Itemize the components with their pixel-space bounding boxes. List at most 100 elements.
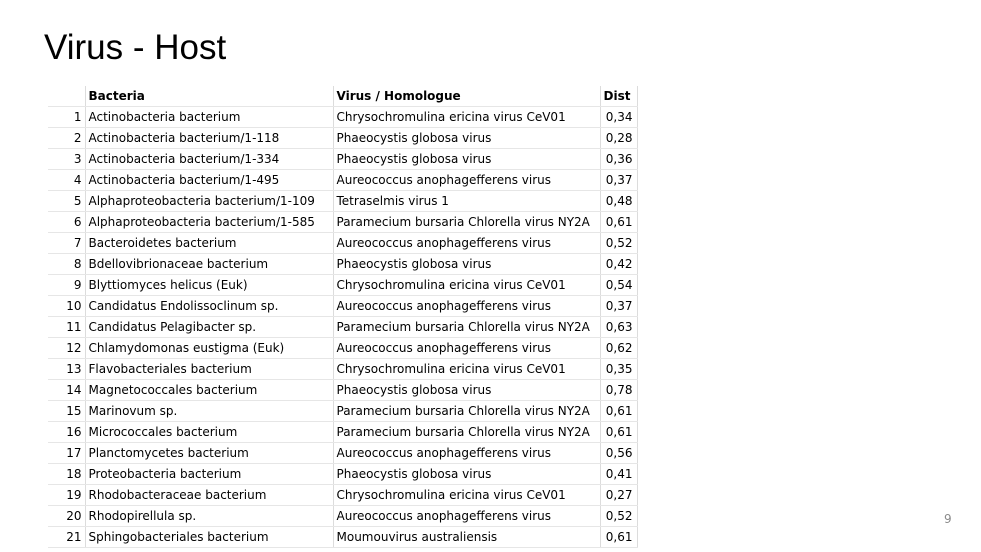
row-dist: 0,61 bbox=[600, 421, 638, 443]
header-bacteria: Bacteria bbox=[85, 86, 334, 107]
row-bacteria: Blyttiomyces helicus (Euk) bbox=[85, 274, 334, 296]
row-index: 4 bbox=[48, 169, 86, 191]
row-bacteria: Candidatus Endolissoclinum sp. bbox=[85, 295, 334, 317]
row-dist: 0,52 bbox=[600, 232, 638, 254]
slide-title: Virus - Host bbox=[44, 28, 227, 67]
row-virus: Paramecium bursaria Chlorella virus NY2A bbox=[333, 400, 601, 422]
row-virus: Phaeocystis globosa virus bbox=[333, 379, 601, 401]
table-row: 5 Alphaproteobacteria bacterium/1-109 Tetr… bbox=[48, 190, 638, 212]
row-bacteria: Proteobacteria bacterium bbox=[85, 463, 334, 485]
table-row: 18 Proteobacteria bacterium Phaeocystis gl… bbox=[48, 463, 638, 485]
row-virus: Phaeocystis globosa virus bbox=[333, 127, 601, 149]
row-index: 15 bbox=[48, 400, 86, 422]
table-row: 6 Alphaproteobacteria bacterium/1-585 Para… bbox=[48, 211, 638, 233]
row-index: 8 bbox=[48, 253, 86, 275]
table-row: 19 Rhodobacteraceae bacterium Chrysochromu… bbox=[48, 484, 638, 506]
row-index: 1 bbox=[48, 106, 86, 128]
row-bacteria: Bdellovibrionaceae bacterium bbox=[85, 253, 334, 275]
row-bacteria: Actinobacteria bacterium/1-334 bbox=[85, 148, 334, 170]
row-virus: Phaeocystis globosa virus bbox=[333, 253, 601, 275]
table-row: 20 Rhodopirellula sp. Aureococcus anophage… bbox=[48, 505, 638, 527]
row-bacteria: Marinovum sp. bbox=[85, 400, 334, 422]
table-row: 21 Sphingobacteriales bacterium Moumouviru… bbox=[48, 526, 638, 548]
row-dist: 0,42 bbox=[600, 253, 638, 275]
row-dist: 0,78 bbox=[600, 379, 638, 401]
row-virus: Paramecium bursaria Chlorella virus NY2A bbox=[333, 211, 601, 233]
row-dist: 0,61 bbox=[600, 211, 638, 233]
row-virus: Chrysochromulina ericina virus CeV01 bbox=[333, 274, 601, 296]
table-row: 7 Bacteroidetes bacterium Aureococcus anop… bbox=[48, 232, 638, 254]
virus-host-table: Bacteria Virus / Homologue Dist 1 Actinob… bbox=[48, 86, 638, 548]
table-row: 8 Bdellovibrionaceae bacterium Phaeocystis… bbox=[48, 253, 638, 275]
row-virus: Aureococcus anophagefferens virus bbox=[333, 337, 601, 359]
row-virus: Aureococcus anophagefferens virus bbox=[333, 169, 601, 191]
row-virus: Paramecium bursaria Chlorella virus NY2A bbox=[333, 316, 601, 338]
table-row: 9 Blyttiomyces helicus (Euk) Chrysochromul… bbox=[48, 274, 638, 296]
table-row: 1 Actinobacteria bacterium Chrysochromulin… bbox=[48, 106, 638, 128]
row-virus: Paramecium bursaria Chlorella virus NY2A bbox=[333, 421, 601, 443]
table-row: 17 Planctomycetes bacterium Aureococcus an… bbox=[48, 442, 638, 464]
row-dist: 0,34 bbox=[600, 106, 638, 128]
header-dist: Dist bbox=[600, 86, 638, 107]
row-index: 12 bbox=[48, 337, 86, 359]
row-index: 16 bbox=[48, 421, 86, 443]
row-virus: Chrysochromulina ericina virus CeV01 bbox=[333, 484, 601, 506]
row-index: 5 bbox=[48, 190, 86, 212]
row-virus: Aureococcus anophagefferens virus bbox=[333, 442, 601, 464]
table-row: 12 Chlamydomonas eustigma (Euk) Aureococcu… bbox=[48, 337, 638, 359]
row-dist: 0,63 bbox=[600, 316, 638, 338]
row-bacteria: Magnetococcales bacterium bbox=[85, 379, 334, 401]
row-index: 6 bbox=[48, 211, 86, 233]
row-virus: Chrysochromulina ericina virus CeV01 bbox=[333, 106, 601, 128]
header-virus: Virus / Homologue bbox=[333, 86, 601, 107]
table-row: 13 Flavobacteriales bacterium Chrysochromu… bbox=[48, 358, 638, 380]
row-index: 19 bbox=[48, 484, 86, 506]
row-virus: Moumouvirus australiensis bbox=[333, 526, 601, 548]
row-dist: 0,62 bbox=[600, 337, 638, 359]
row-bacteria: Alphaproteobacteria bacterium/1-585 bbox=[85, 211, 334, 233]
row-index: 20 bbox=[48, 505, 86, 527]
row-dist: 0,52 bbox=[600, 505, 638, 527]
header-index bbox=[48, 86, 86, 107]
row-index: 7 bbox=[48, 232, 86, 254]
row-bacteria: Bacteroidetes bacterium bbox=[85, 232, 334, 254]
row-index: 2 bbox=[48, 127, 86, 149]
row-index: 10 bbox=[48, 295, 86, 317]
row-virus: Aureococcus anophagefferens virus bbox=[333, 232, 601, 254]
row-bacteria: Candidatus Pelagibacter sp. bbox=[85, 316, 334, 338]
table-row: 11 Candidatus Pelagibacter sp. Paramecium … bbox=[48, 316, 638, 338]
row-bacteria: Micrococcales bacterium bbox=[85, 421, 334, 443]
row-dist: 0,41 bbox=[600, 463, 638, 485]
row-bacteria: Actinobacteria bacterium/1-495 bbox=[85, 169, 334, 191]
table-body: 1 Actinobacteria bacterium Chrysochromulin… bbox=[48, 106, 638, 548]
row-index: 9 bbox=[48, 274, 86, 296]
row-bacteria: Actinobacteria bacterium/1-118 bbox=[85, 127, 334, 149]
row-dist: 0,27 bbox=[600, 484, 638, 506]
row-dist: 0,54 bbox=[600, 274, 638, 296]
row-virus: Phaeocystis globosa virus bbox=[333, 148, 601, 170]
row-dist: 0,61 bbox=[600, 526, 638, 548]
row-virus: Aureococcus anophagefferens virus bbox=[333, 295, 601, 317]
row-dist: 0,61 bbox=[600, 400, 638, 422]
row-index: 13 bbox=[48, 358, 86, 380]
table-row: 3 Actinobacteria bacterium/1-334 Phaeocyst… bbox=[48, 148, 638, 170]
row-dist: 0,28 bbox=[600, 127, 638, 149]
table-row: 14 Magnetococcales bacterium Phaeocystis g… bbox=[48, 379, 638, 401]
page-number: 9 bbox=[944, 512, 952, 526]
row-virus: Tetraselmis virus 1 bbox=[333, 190, 601, 212]
table-header-row: Bacteria Virus / Homologue Dist bbox=[48, 86, 638, 107]
row-dist: 0,48 bbox=[600, 190, 638, 212]
row-index: 17 bbox=[48, 442, 86, 464]
row-bacteria: Planctomycetes bacterium bbox=[85, 442, 334, 464]
row-index: 11 bbox=[48, 316, 86, 338]
row-dist: 0,36 bbox=[600, 148, 638, 170]
row-index: 21 bbox=[48, 526, 86, 548]
table-row: 15 Marinovum sp. Paramecium bursaria Chlor… bbox=[48, 400, 638, 422]
row-dist: 0,56 bbox=[600, 442, 638, 464]
row-virus: Chrysochromulina ericina virus CeV01 bbox=[333, 358, 601, 380]
row-dist: 0,37 bbox=[600, 169, 638, 191]
table-row: 2 Actinobacteria bacterium/1-118 Phaeocyst… bbox=[48, 127, 638, 149]
row-bacteria: Actinobacteria bacterium bbox=[85, 106, 334, 128]
row-dist: 0,35 bbox=[600, 358, 638, 380]
row-virus: Aureococcus anophagefferens virus bbox=[333, 505, 601, 527]
